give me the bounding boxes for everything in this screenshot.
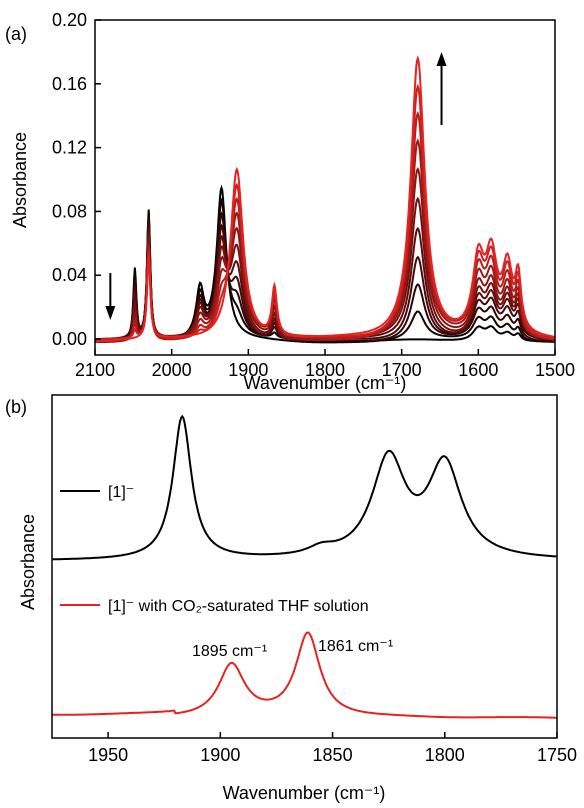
panel-a: (a) Absorbance Wavenumber (cm⁻¹) 2100 200… bbox=[5, 10, 575, 393]
panel-b: (b) Absorbance Wavenumber (cm⁻¹) 1950 190… bbox=[5, 394, 577, 803]
panel-b-ticks: 1950 1900 1850 1800 1750 bbox=[88, 732, 577, 765]
panel-a-series-7 bbox=[94, 167, 555, 343]
panel-a-series-11 bbox=[94, 55, 556, 343]
panel-b-xtick-label-1750: 1750 bbox=[537, 745, 577, 765]
panel-b-legend: [1]⁻ [1]⁻ with CO₂-saturated THF solutio… bbox=[60, 484, 369, 615]
legend-label-2: [1]⁻ with CO₂-saturated THF solution bbox=[108, 598, 369, 615]
panel-a-ytick-label-4: 0.16 bbox=[52, 74, 87, 94]
panel-b-ylabel: Absorbance bbox=[18, 514, 38, 610]
panel-a-xtick-label-1700: 1700 bbox=[382, 360, 422, 380]
panel-b-series-2 bbox=[52, 631, 557, 719]
legend-label-1: [1]⁻ bbox=[108, 484, 134, 501]
panel-a-series-group bbox=[94, 55, 556, 344]
panel-a-ytick-label-2: 0.08 bbox=[52, 201, 87, 221]
panel-a-ylabel: Absorbance bbox=[10, 132, 30, 228]
panel-a-arrows bbox=[105, 52, 447, 320]
panel-b-series-group bbox=[52, 414, 558, 719]
panel-a-ytick-label-5: 0.20 bbox=[52, 10, 87, 30]
panel-b-label: (b) bbox=[5, 397, 27, 417]
panel-a-xtick-label-2000: 2000 bbox=[152, 360, 192, 380]
panel-b-xtick-label-1950: 1950 bbox=[88, 745, 128, 765]
increasing-arrow-head bbox=[436, 52, 447, 66]
panel-a-ytick-label-0: 0.00 bbox=[52, 329, 87, 349]
panel-a-series-9 bbox=[95, 110, 555, 341]
panel-b-xlabel: Wavenumber (cm⁻¹) bbox=[223, 783, 386, 803]
panel-b-series-1 bbox=[52, 414, 558, 561]
annotation-1895: 1895 cm⁻¹ bbox=[192, 643, 267, 660]
panel-a-frame bbox=[94, 19, 556, 356]
panel-a-ytick-label-3: 0.12 bbox=[52, 138, 87, 158]
panel-a-series-3 bbox=[94, 211, 555, 343]
panel-a-series-4 bbox=[94, 221, 555, 342]
panel-a-xtick-label-2100: 2100 bbox=[75, 360, 115, 380]
panel-a-xtick-label-1600: 1600 bbox=[458, 360, 498, 380]
panel-a-ticks: 2100 2000 1900 1800 1700 1600 1500 0.00 0.04 0.08… bbox=[52, 10, 575, 380]
decreasing-arrow-head bbox=[105, 306, 116, 320]
panel-a-xlabel: Wavenumber (cm⁻¹) bbox=[244, 373, 407, 393]
panel-a-xtick-label-1800: 1800 bbox=[305, 360, 345, 380]
panel-a-xtick-label-1900: 1900 bbox=[228, 360, 268, 380]
panel-a-label: (a) bbox=[5, 24, 27, 44]
panel-b-annotations: 1895 cm⁻¹ 1861 cm⁻¹ bbox=[192, 638, 393, 660]
panel-a-ytick-label-1: 0.04 bbox=[52, 265, 87, 285]
panel-b-xtick-label-1900: 1900 bbox=[200, 745, 240, 765]
panel-a-series-2 bbox=[95, 197, 555, 344]
annotation-1861: 1861 cm⁻¹ bbox=[318, 638, 393, 655]
panel-b-xtick-label-1850: 1850 bbox=[313, 745, 353, 765]
panel-b-xtick-label-1800: 1800 bbox=[425, 745, 465, 765]
panel-b-frame bbox=[51, 394, 558, 739]
panel-a-xtick-label-1500: 1500 bbox=[535, 360, 575, 380]
